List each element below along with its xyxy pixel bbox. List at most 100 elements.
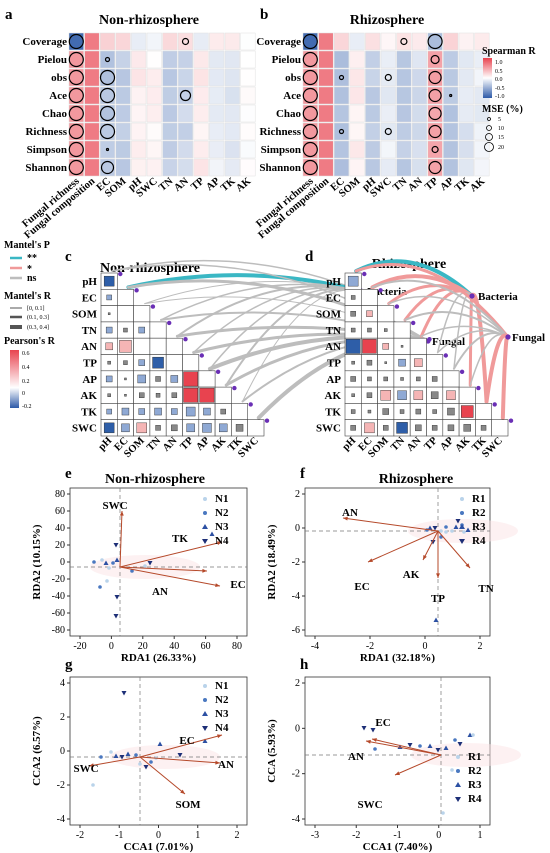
sample-point [370,728,376,733]
mantel-link [404,310,509,338]
corr-square [121,407,130,416]
heat-cell [99,68,116,87]
heat-cell [68,50,84,69]
mse-circle [485,133,493,141]
heat-cell [240,122,256,141]
sample-point [157,741,163,746]
env-arrow [422,530,439,561]
arrow-label: EC [375,717,390,729]
arrow-label: TN [478,583,493,595]
corr-square [219,423,228,433]
heat-cell [146,32,162,51]
col-label: AN [405,435,424,454]
heat-cell [411,122,428,141]
sample-point [130,569,134,573]
row-label: AN [81,341,97,353]
legend-marker [203,511,207,515]
y-tick-label: -80 [52,625,65,636]
corr-square [431,376,438,382]
heat-cell [84,158,100,177]
heat-cell [411,140,428,159]
heat-cell [458,50,474,69]
mantel-link [126,273,363,293]
legend-marker [203,684,207,688]
arrow-label: SWC [73,763,98,775]
heat-cell [396,104,412,123]
corr-square [364,422,375,434]
sample-point [467,732,473,737]
matrix-cell [182,354,200,372]
heat-cell [318,158,334,177]
panel-letter: d [305,249,314,265]
legend-marker [202,524,208,529]
heat-cell [427,140,443,159]
legend-marker [456,755,460,759]
panel-letter: h [300,657,309,673]
corr-square [480,425,487,431]
heat-cell [365,86,381,105]
sample-point [103,560,109,565]
sample-point [209,531,215,536]
row-label: Shannon [25,162,67,174]
heat-cell [193,32,209,51]
heat-cell [162,140,178,159]
mse-marker [430,54,440,65]
row-label: TK [325,406,341,418]
mse-marker [68,123,84,140]
heat-cell [458,158,474,177]
node-dot [150,304,156,309]
node-dot [476,385,481,391]
sample-point [453,524,459,529]
y-tick-label: 80 [55,489,65,500]
heat-cell [193,86,209,105]
mse-marker [105,147,110,152]
heat-cell [193,140,209,159]
arrow-head [366,739,371,744]
heat-cell [193,122,209,141]
heat-cell [209,86,225,105]
mantel-link [354,263,510,339]
heat-cell [146,104,162,123]
mse-marker [338,128,345,135]
col-label: AK [468,175,488,194]
ordination-e: -20 0 20 40 60 80 80 60 40 20 0 -20 -40 -60 -80 RDA1 (2… [31,487,248,664]
heat-cell [209,158,225,177]
heatmap-legend: Spearman R 1.0 0.5 0.0 -0.5 -1.0 MSE (%)… [482,46,536,152]
arrow-label: AN [342,507,358,519]
heat-cell [131,122,147,141]
heat-cell [349,68,365,87]
legend-label: ** [27,253,37,264]
sample-point [99,755,103,759]
y-tick-label: 60 [55,506,65,517]
mantel-link [371,279,509,338]
col-label: TN [389,435,407,453]
heat-cell [396,50,412,69]
sample-point [138,762,142,766]
heat-cell [443,140,459,159]
matrix-cell [133,337,151,355]
y-tick-label: -20 [52,574,65,585]
col-label: AP [194,435,212,453]
node-dot [167,320,172,326]
corr-square [432,409,437,414]
x-axis-label: CCA1 (7.01%) [124,841,194,853]
heat-cell [193,68,209,87]
corr-square [119,340,132,353]
env-arrow [119,566,208,572]
legend-label: N1 [215,493,228,505]
matrix-cell [442,370,460,388]
arrow-label: EC [179,735,194,747]
row-label: Pielou [38,54,67,66]
col-label: AK [234,175,254,194]
corr-square [199,387,215,403]
panel-b: b Rhizosphere Coverage Pielou obs Ace Chao Ri… [254,7,490,241]
legend-label: R4 [472,535,486,547]
col-label: Fungal composition [257,176,332,241]
corr-square [124,394,127,397]
y-tick-label: 0 [295,523,300,534]
panel-g: g -2 -1 0 1 2 4 2 0 -2 -4 CCA1 (7.01%) CCA2 (6.57%)… [31,657,248,853]
mse-marker [104,56,111,63]
corr-square [220,408,226,415]
sample-point [111,561,115,565]
mse-marker [99,87,116,104]
